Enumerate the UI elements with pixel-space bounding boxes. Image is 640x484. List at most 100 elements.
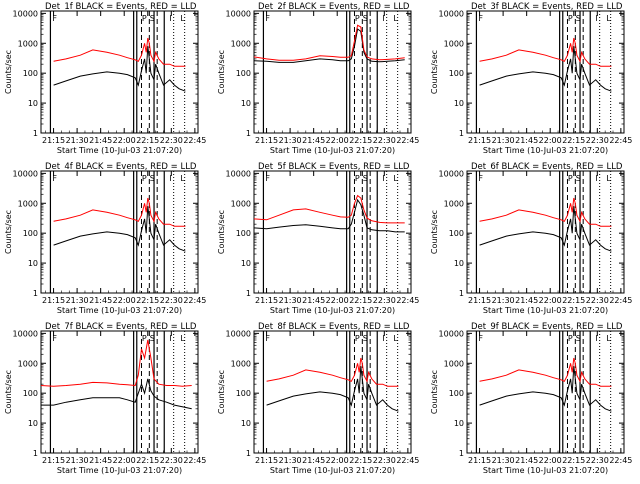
x-tick-label: 22:00 xyxy=(113,136,136,145)
x-tick-label: 21:15 xyxy=(42,296,65,305)
plot-frame xyxy=(253,330,412,454)
y-tick-label: 10000 xyxy=(439,9,464,18)
y-tick-label: 100 xyxy=(23,69,38,78)
x-tick-label: 22:15 xyxy=(136,136,159,145)
series-line-events xyxy=(479,206,612,252)
y-tick-label: 100 xyxy=(23,229,38,238)
series-line-lld xyxy=(40,339,192,387)
y-tick-label: 1000 xyxy=(18,359,38,368)
panel-title: Det_5f BLACK = Events, RED = LLD xyxy=(258,162,410,172)
y-tick-label: 10 xyxy=(241,419,251,428)
interval-mark-p: P xyxy=(355,334,360,343)
y-tick-label: 10 xyxy=(28,99,38,108)
y-tick-label: 100 xyxy=(449,229,464,238)
panel-title: Det_7f BLACK = Events, RED = LLD xyxy=(45,322,197,332)
x-tick-label: 21:30 xyxy=(66,136,89,145)
interval-mark-p: P xyxy=(142,334,147,343)
interval-mark-f: F xyxy=(265,334,270,343)
x-tick-label: 21:15 xyxy=(468,296,491,305)
x-tick-label: 21:45 xyxy=(302,136,325,145)
x-tick-label: 22:15 xyxy=(562,136,585,145)
x-tick-label: 21:45 xyxy=(515,296,538,305)
x-tick-label: 22:15 xyxy=(562,456,585,465)
detector-panel-9: Det_9f BLACK = Events, RED = LLD F P S I L 1 10… xyxy=(430,322,632,475)
x-tick-label: 22:15 xyxy=(349,456,372,465)
interval-mark-s: S xyxy=(576,14,581,23)
x-tick-label: 21:30 xyxy=(492,456,515,465)
panel-title: Det_1f BLACK = Events, RED = LLD xyxy=(45,2,197,12)
interval-mark-s: S xyxy=(150,14,155,23)
series-line-events xyxy=(53,206,186,252)
interval-mark-p: P xyxy=(142,174,147,183)
x-tick-label: 21:45 xyxy=(89,456,112,465)
y-tick-label: 100 xyxy=(449,69,464,78)
interval-mark-l: L xyxy=(606,14,611,23)
x-tick-label: 21:30 xyxy=(492,296,515,305)
y-tick-label: 10 xyxy=(454,419,464,428)
detector-panel-7: Det_7f BLACK = Events, RED = LLD F P S I L 1 10… xyxy=(4,322,206,475)
x-tick-label: 22:00 xyxy=(113,296,136,305)
y-axis-label: Counts/sec xyxy=(217,370,226,414)
interval-mark-f: F xyxy=(478,14,483,23)
x-tick-label: 21:45 xyxy=(302,456,325,465)
plot-frame xyxy=(466,330,625,454)
interval-mark-f: F xyxy=(265,174,270,183)
interval-mark-i: I xyxy=(595,334,597,343)
interval-mark-l: L xyxy=(606,174,611,183)
y-tick-label: 1000 xyxy=(231,199,251,208)
y-tick-label: 10 xyxy=(28,259,38,268)
y-tick-label: 10 xyxy=(241,99,251,108)
panel-title: Det_3f BLACK = Events, RED = LLD xyxy=(471,2,623,12)
x-tick-label: 22:45 xyxy=(609,136,632,145)
interval-mark-s: S xyxy=(363,14,368,23)
interval-mark-p: P xyxy=(568,174,573,183)
y-tick-label: 1 xyxy=(246,129,251,138)
interval-mark-p: P xyxy=(355,174,360,183)
interval-mark-f: F xyxy=(52,334,57,343)
y-tick-label: 1000 xyxy=(231,359,251,368)
y-tick-label: 1000 xyxy=(18,39,38,48)
plot-frame xyxy=(466,170,625,294)
series-line-lld xyxy=(53,197,186,227)
detector-panel-5: Det_5f BLACK = Events, RED = LLD F P S I L 1 10… xyxy=(217,162,419,315)
x-tick-label: 22:00 xyxy=(539,136,562,145)
x-tick-label: 22:30 xyxy=(160,136,183,145)
x-axis-label: Start Time (10-Jul-03 21:07:20) xyxy=(483,306,608,315)
x-tick-label: 21:15 xyxy=(468,136,491,145)
x-axis-label: Start Time (10-Jul-03 21:07:20) xyxy=(57,306,182,315)
x-tick-label: 22:15 xyxy=(349,136,372,145)
y-tick-label: 10000 xyxy=(439,169,464,178)
x-tick-label: 21:30 xyxy=(66,296,89,305)
x-tick-label: 21:15 xyxy=(255,296,278,305)
x-tick-label: 22:00 xyxy=(539,456,562,465)
x-axis-label: Start Time (10-Jul-03 21:07:20) xyxy=(483,466,608,475)
x-tick-label: 22:30 xyxy=(586,456,609,465)
series-line-events xyxy=(266,366,399,412)
x-tick-label: 22:30 xyxy=(160,296,183,305)
x-tick-label: 21:45 xyxy=(89,296,112,305)
y-tick-label: 1 xyxy=(459,449,464,458)
x-tick-label: 21:30 xyxy=(492,136,515,145)
series-line-events xyxy=(41,378,192,410)
series-line-lld xyxy=(253,24,405,61)
x-tick-label: 22:45 xyxy=(396,296,419,305)
x-tick-label: 22:45 xyxy=(183,296,206,305)
detector-panel-1: Det_1f BLACK = Events, RED = LLD F P S I L 1 10… xyxy=(4,2,206,155)
x-tick-label: 21:15 xyxy=(255,136,278,145)
series-line-lld xyxy=(479,357,612,387)
y-axis-label: Counts/sec xyxy=(430,370,439,414)
y-tick-label: 10000 xyxy=(226,329,251,338)
y-tick-label: 1 xyxy=(246,289,251,298)
y-tick-label: 1 xyxy=(33,449,38,458)
interval-mark-l: L xyxy=(180,174,185,183)
interval-mark-f: F xyxy=(478,174,483,183)
y-tick-label: 10000 xyxy=(439,329,464,338)
interval-mark-s: S xyxy=(576,174,581,183)
x-tick-label: 22:15 xyxy=(136,456,159,465)
series-line-lld xyxy=(266,357,399,387)
x-tick-label: 21:45 xyxy=(515,136,538,145)
y-tick-label: 10000 xyxy=(13,329,38,338)
x-tick-label: 22:00 xyxy=(326,456,349,465)
